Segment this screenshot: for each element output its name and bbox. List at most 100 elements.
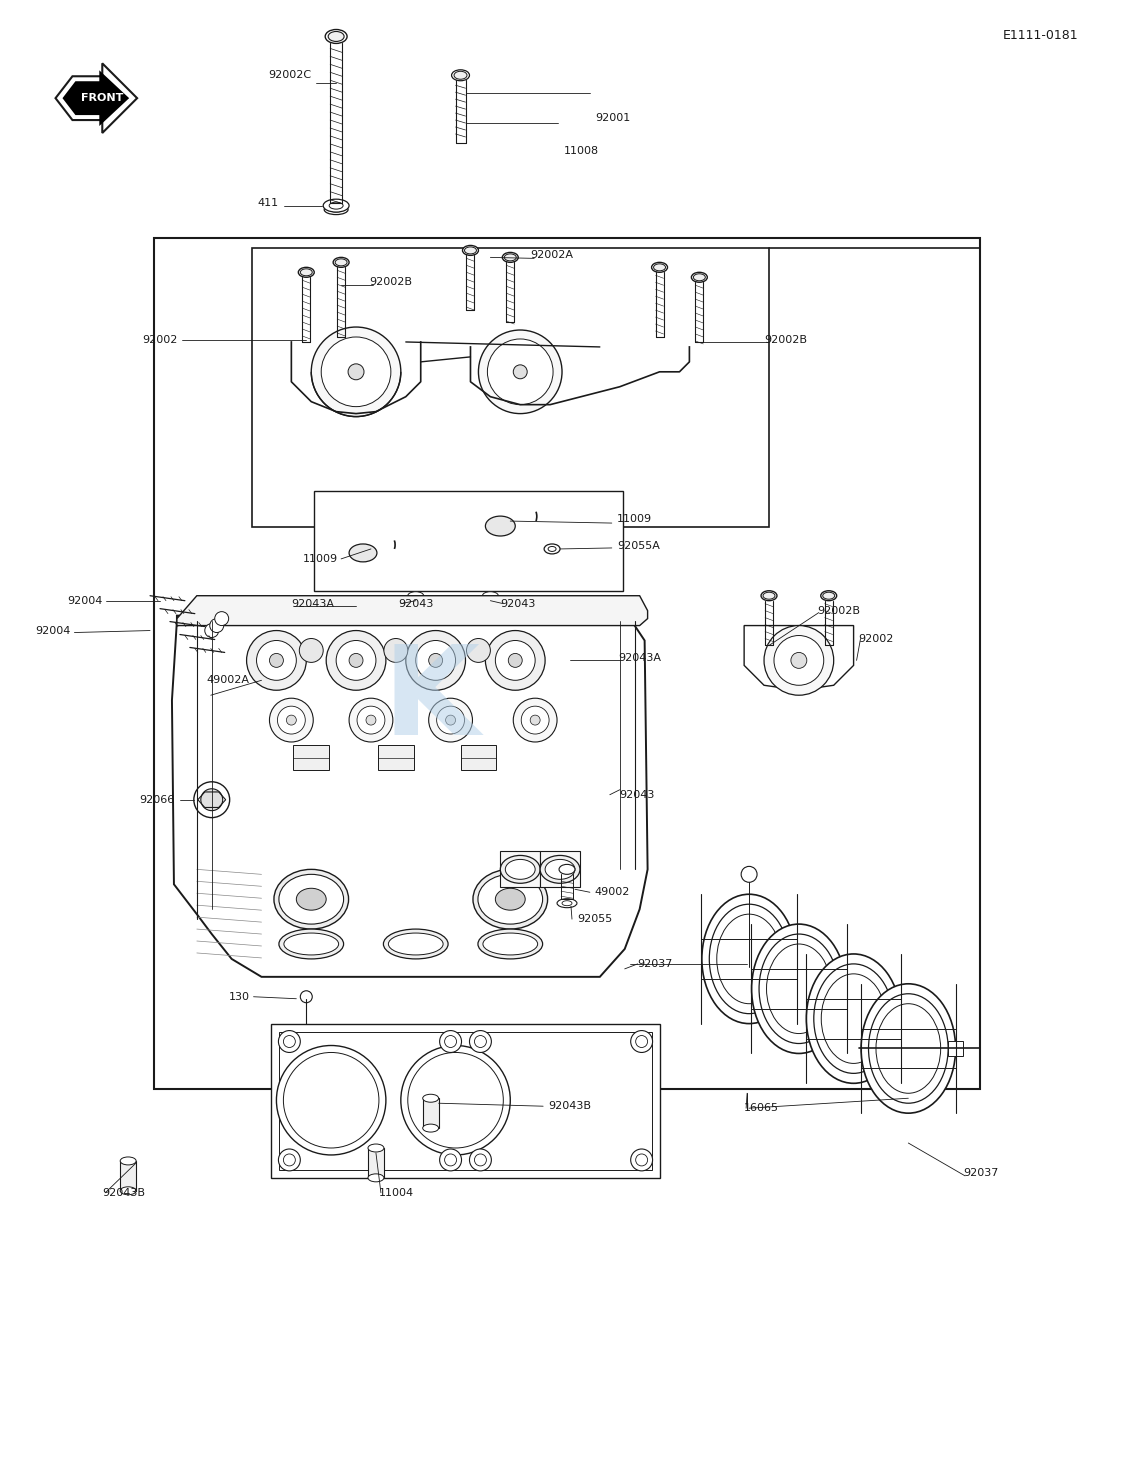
Text: 11009: 11009 [616,514,651,524]
Text: 92043A: 92043A [292,598,335,609]
Text: 16065: 16065 [745,1103,779,1114]
Bar [562,647,578,675]
Circle shape [257,640,296,680]
Ellipse shape [464,247,477,253]
Ellipse shape [868,994,948,1103]
Ellipse shape [545,859,575,880]
Text: 92001: 92001 [595,113,630,123]
Text: 92043: 92043 [620,789,655,800]
Text: 92004: 92004 [35,625,70,635]
Text: 92037: 92037 [964,1169,999,1177]
Ellipse shape [120,1186,136,1195]
Text: 92002: 92002 [143,335,178,345]
Text: 11009: 11009 [303,554,338,564]
Ellipse shape [763,592,775,600]
Text: 92002: 92002 [858,634,894,644]
Ellipse shape [284,933,338,955]
Circle shape [194,782,229,818]
Ellipse shape [279,874,344,924]
Ellipse shape [335,259,347,265]
Circle shape [446,715,455,726]
Circle shape [326,631,386,690]
Circle shape [445,1035,456,1047]
Ellipse shape [544,544,560,554]
Ellipse shape [323,198,350,212]
Circle shape [401,1046,511,1155]
Bar [378,745,414,770]
Text: 92004: 92004 [67,595,102,606]
Ellipse shape [806,954,901,1083]
Text: 92002B: 92002B [369,277,412,287]
Ellipse shape [501,856,540,883]
Ellipse shape [120,1157,136,1166]
Circle shape [437,706,464,735]
Ellipse shape [822,974,886,1063]
Ellipse shape [861,983,956,1114]
Ellipse shape [540,856,580,883]
Bar [948,1041,964,1056]
Bar [839,980,854,997]
Ellipse shape [709,905,789,1013]
Ellipse shape [274,869,348,929]
Ellipse shape [348,597,364,604]
Ellipse shape [821,591,836,601]
Ellipse shape [823,592,834,600]
Circle shape [301,991,312,1003]
Circle shape [278,1031,301,1053]
Ellipse shape [651,262,667,273]
Text: 92055: 92055 [577,914,612,924]
Circle shape [188,686,205,703]
Bar [893,1010,908,1026]
Text: 92002B: 92002B [764,335,807,345]
Circle shape [487,339,553,404]
Ellipse shape [693,274,705,281]
Bar [279,1032,651,1170]
Ellipse shape [407,592,423,600]
Ellipse shape [478,929,543,958]
Ellipse shape [482,933,538,955]
Circle shape [474,1035,487,1047]
Ellipse shape [560,865,575,874]
Polygon shape [56,64,137,133]
Ellipse shape [191,708,203,712]
Ellipse shape [296,889,326,911]
Polygon shape [62,70,129,126]
Ellipse shape [814,964,893,1074]
Ellipse shape [452,70,470,81]
Circle shape [508,653,522,668]
Text: 92002A: 92002A [530,250,573,261]
Ellipse shape [654,264,665,271]
Ellipse shape [187,706,207,714]
Circle shape [439,1149,462,1171]
Ellipse shape [717,914,782,1004]
Circle shape [183,681,211,709]
Text: FRONT: FRONT [81,93,124,104]
Circle shape [286,715,296,726]
Circle shape [204,624,219,637]
Text: 92043: 92043 [501,598,536,609]
Ellipse shape [368,1143,384,1152]
Ellipse shape [562,671,578,680]
Text: 92043B: 92043B [548,1102,591,1111]
Ellipse shape [503,252,519,262]
Ellipse shape [334,258,350,268]
Circle shape [470,1149,491,1171]
Circle shape [466,638,490,662]
Ellipse shape [326,30,347,43]
Ellipse shape [422,1094,438,1102]
Text: 92043B: 92043B [102,1188,145,1198]
Circle shape [215,612,228,625]
Bar [293,745,329,770]
Circle shape [439,1031,462,1053]
Bar [368,1148,384,1177]
Circle shape [269,653,284,668]
Circle shape [631,1031,653,1053]
Ellipse shape [328,31,344,41]
Circle shape [284,1035,295,1047]
Ellipse shape [701,895,797,1023]
Circle shape [301,570,560,829]
Ellipse shape [482,619,498,628]
Ellipse shape [279,929,344,958]
Circle shape [530,715,540,726]
Circle shape [774,635,824,686]
